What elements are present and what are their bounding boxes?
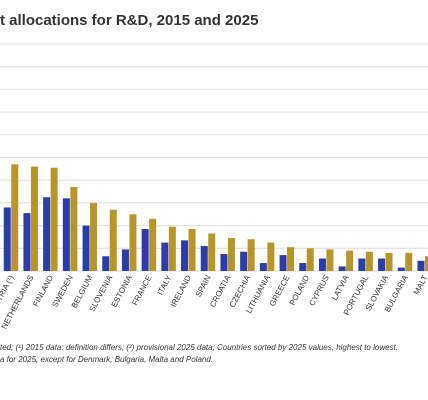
bar: [227, 238, 235, 271]
bar: [141, 229, 149, 271]
bar: [417, 260, 425, 271]
x-tick-label: SPAIN: [194, 274, 213, 299]
bar: [346, 250, 354, 271]
bar: [378, 258, 386, 271]
bar: [306, 248, 314, 271]
bar: [365, 251, 373, 271]
bar: [208, 233, 216, 271]
bar: [161, 242, 169, 271]
bar: [287, 247, 295, 271]
bar: [247, 239, 255, 271]
bar: [220, 253, 228, 271]
x-tick-label: ITALY: [156, 273, 174, 296]
x-tick-label: CYPRUS: [307, 274, 331, 308]
bar: [62, 198, 70, 271]
bar: [149, 218, 157, 271]
bar: [267, 242, 275, 271]
bar: [279, 255, 287, 271]
bar: [188, 229, 196, 271]
bar: [200, 246, 208, 271]
bar: [299, 263, 307, 271]
bar: [23, 213, 31, 271]
bar: [82, 225, 90, 271]
bar: [318, 258, 326, 271]
bar: [358, 258, 366, 271]
bar: [11, 164, 19, 271]
bar: [102, 256, 110, 271]
bar: [129, 214, 137, 271]
bar: [121, 249, 129, 271]
bar: [424, 256, 428, 271]
bar: [397, 267, 405, 271]
bar: [181, 240, 189, 271]
bar: [405, 252, 413, 271]
x-tick-label: MALT: [412, 274, 428, 297]
bar: [3, 207, 11, 271]
bar: [43, 197, 51, 271]
bar: [259, 263, 267, 271]
bar: [109, 209, 117, 271]
bar: [30, 166, 38, 271]
bar: [326, 249, 334, 271]
bar: [90, 202, 98, 271]
bar: [338, 266, 346, 271]
bar: [240, 251, 248, 271]
footnote: ted; (¹) 2015 data: definition differs; …: [0, 343, 398, 352]
chart-title: t allocations for R&D, 2015 and 2025: [0, 12, 258, 29]
bar: [168, 226, 176, 271]
footnote: a for 2025, except for Denmark, Bulgaria…: [0, 355, 213, 364]
bar: [385, 252, 393, 271]
bar: [70, 187, 78, 271]
x-tick-label: LATVIA: [330, 273, 351, 302]
bar: [50, 167, 58, 271]
x-tick-label: FRANCE: [130, 274, 153, 307]
